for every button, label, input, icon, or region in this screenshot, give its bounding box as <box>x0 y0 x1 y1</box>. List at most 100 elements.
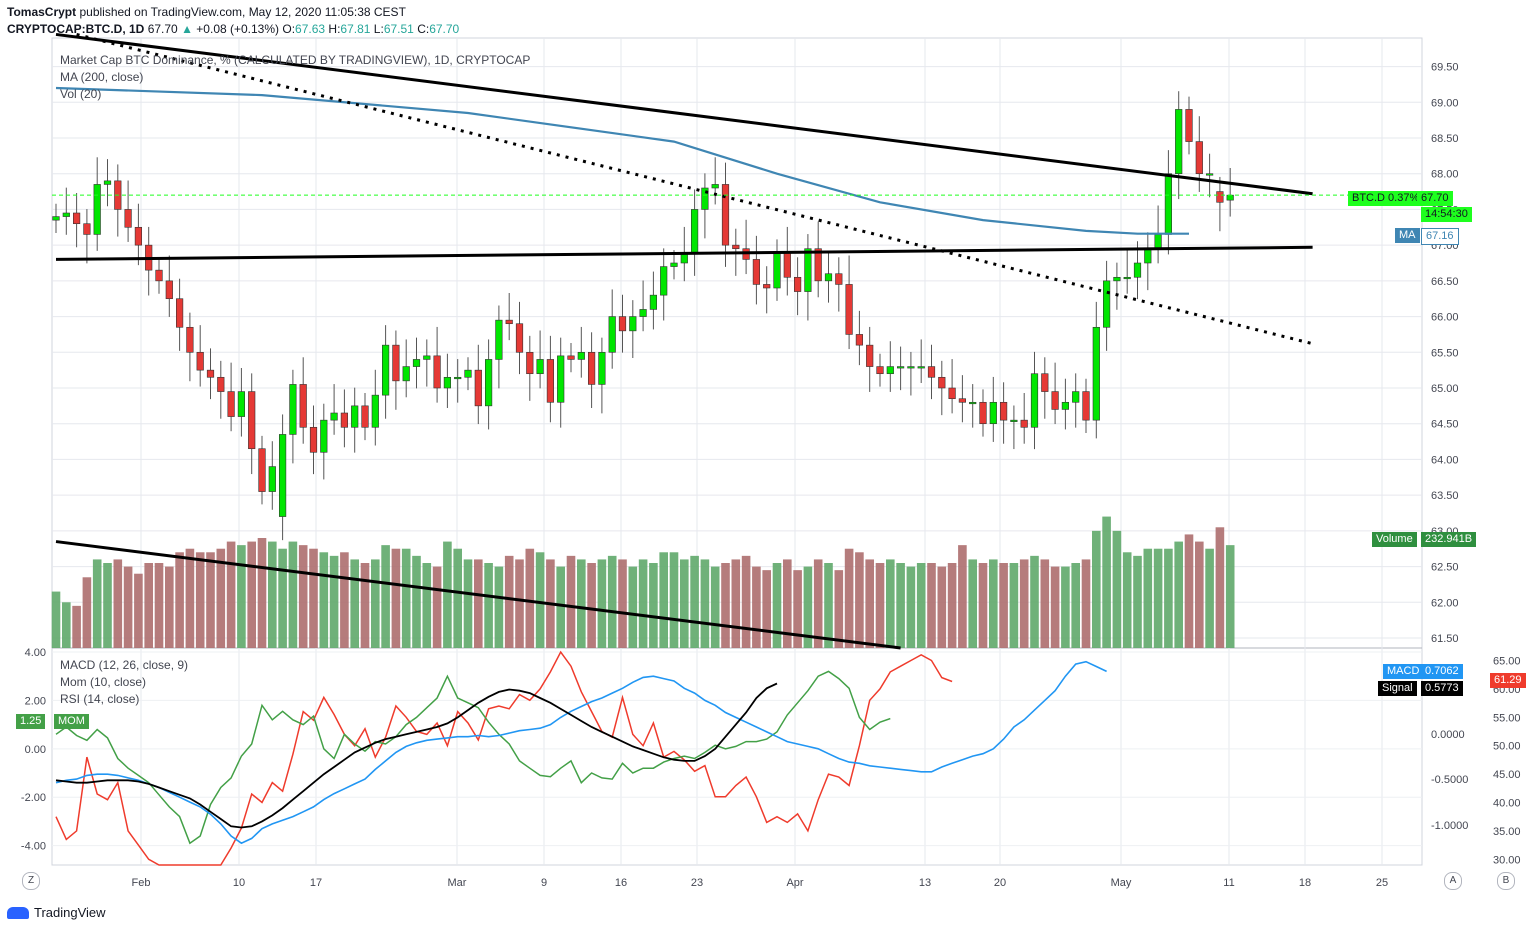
indicator-vol[interactable]: Vol (20) <box>60 87 102 101</box>
x-tick-label: 17 <box>310 877 322 889</box>
x-tick-label: 18 <box>1299 877 1311 889</box>
price-tick-label: 63.50 <box>1431 490 1459 502</box>
price-tick-label: 62.50 <box>1431 562 1459 574</box>
candle-body <box>958 398 966 403</box>
volume-bar <box>947 563 957 648</box>
osc-tick-label: -0.5000 <box>1431 774 1468 786</box>
indicator-macd[interactable]: MACD (12, 26, close, 9) <box>60 658 189 672</box>
volume-bar <box>659 552 668 648</box>
candle-body <box>351 405 359 428</box>
volume-bar <box>710 566 720 648</box>
price-tick-label: 62.00 <box>1431 597 1459 609</box>
candle-body <box>155 269 163 282</box>
rsi-tick-label: 55.00 <box>1493 712 1521 724</box>
candlesticks <box>52 91 1234 541</box>
rsi-tick-label: 45.00 <box>1493 769 1521 781</box>
volume-bar <box>875 563 885 648</box>
candle-body <box>587 351 596 385</box>
zoom-button[interactable]: Z <box>22 872 40 890</box>
indicator-mom[interactable]: Mom (10, close) <box>60 675 147 689</box>
candle-body <box>1072 391 1080 403</box>
indicator-rsi[interactable]: RSI (14, close) <box>60 692 140 706</box>
volume-bar <box>268 541 277 648</box>
symbol-name[interactable]: CRYPTOCAP:BTC.D, 1D <box>7 22 145 36</box>
candle-body <box>484 359 493 407</box>
candle-body <box>793 276 802 292</box>
candle-body <box>1051 391 1059 410</box>
open-value: 67.63 <box>295 22 326 36</box>
volume-bar <box>371 559 380 648</box>
tradingview-logo-icon <box>7 906 29 919</box>
candle-body <box>567 355 575 360</box>
volume-bar <box>154 563 164 648</box>
price-tick-label: 65.00 <box>1431 383 1459 395</box>
candle-body <box>979 401 987 425</box>
candle-body <box>927 366 936 378</box>
volume-bar <box>824 563 833 648</box>
macd-line <box>55 660 1107 845</box>
volume-bar <box>422 563 432 648</box>
volume-bar <box>937 566 947 648</box>
osc-tick-label: -1.0000 <box>1431 820 1468 832</box>
volume-bar <box>443 541 452 648</box>
price-tick-label: 66.00 <box>1431 312 1459 324</box>
volume-bar <box>896 563 905 648</box>
log-scale-button[interactable]: B <box>1497 872 1515 890</box>
volume-bar <box>103 563 112 648</box>
auto-scale-button[interactable]: A <box>1444 872 1462 890</box>
indicator-main[interactable]: Market Cap BTC Dominance, % (CALCULATED … <box>60 53 531 67</box>
candle-body <box>855 334 863 346</box>
volume-bar <box>288 541 298 648</box>
volume-bar <box>607 555 617 648</box>
candle-body <box>824 273 833 282</box>
x-tick-label: 9 <box>541 877 547 889</box>
volume-bar <box>1195 541 1204 648</box>
volume-bar <box>628 566 638 648</box>
volume-bar <box>113 559 123 648</box>
candle-body <box>103 180 112 185</box>
volume-bar <box>82 577 92 648</box>
chart-canvas[interactable]: Feb 10 17 Mar 9 16 23 Apr 13 20 May 11 18 25 69.50 69.0… <box>0 0 1536 898</box>
candle-body <box>721 184 730 246</box>
close-value: 67.70 <box>429 22 460 36</box>
candle-body <box>217 376 225 392</box>
candle-body <box>196 351 204 371</box>
volume-bar <box>432 566 442 648</box>
tradingview-brand[interactable]: TradingView <box>7 905 106 920</box>
rsi-badge-value: 61.29 <box>1490 673 1526 688</box>
volume-bar <box>298 545 308 648</box>
candle-body <box>443 376 452 389</box>
candle-body <box>1133 262 1142 278</box>
candle-body <box>52 216 60 221</box>
x-tick-label: 13 <box>919 877 931 889</box>
candle-body <box>330 412 338 421</box>
author-name[interactable]: TomasCrypt <box>7 5 77 19</box>
volume-bar <box>618 559 627 648</box>
high-value: 67.81 <box>340 22 371 36</box>
candle-body <box>1010 419 1018 422</box>
price-badge-value: 67.70 <box>1417 191 1453 206</box>
volume-bar <box>1030 555 1039 648</box>
volume-bar <box>978 563 988 648</box>
volume-bar <box>1225 545 1235 648</box>
candle-body <box>1175 109 1183 175</box>
price-tick-label: 64.50 <box>1431 419 1459 431</box>
axis-labels: Feb 10 17 Mar 9 16 23 Apr 13 20 May 11 18 25 69.50 69.0… <box>21 62 1521 889</box>
candle-body <box>577 351 585 360</box>
volume-bar <box>906 566 916 648</box>
candle-body <box>206 369 215 378</box>
volume-bar <box>535 552 545 648</box>
volume-bar <box>1164 548 1173 648</box>
candle-body <box>660 266 668 296</box>
publish-line: TomasCrypt published on TradingView.com,… <box>7 5 406 19</box>
volume-bars <box>51 516 1235 648</box>
volume-bar <box>649 563 658 648</box>
volume-bar <box>772 563 782 648</box>
volume-bar <box>680 559 689 648</box>
candle-body <box>83 223 91 235</box>
volume-badge-value: 232.941B <box>1421 532 1477 547</box>
candle-body <box>134 226 143 246</box>
close-label: C: <box>417 22 430 36</box>
indicator-ma[interactable]: MA (200, close) <box>60 70 144 84</box>
solid-trendline <box>55 245 1313 261</box>
